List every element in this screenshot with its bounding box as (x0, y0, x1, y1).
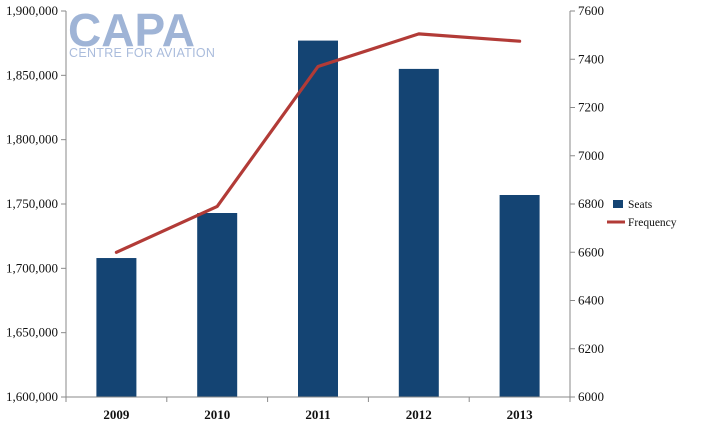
seats-bar-2013 (499, 194, 540, 397)
seats-bar-2009 (96, 258, 137, 397)
left-tick-label: 1,600,000 (6, 389, 58, 404)
left-tick-label: 1,850,000 (6, 67, 58, 82)
x-tick-label-2012: 2012 (406, 407, 432, 422)
seats-bar-2012 (398, 68, 439, 398)
right-tick-label: 6800 (578, 196, 604, 211)
right-tick-label: 7200 (578, 100, 604, 115)
legend-label-frequency: Frequency (628, 217, 677, 229)
x-tick-label-2011: 2011 (305, 407, 330, 422)
right-tick-label: 6000 (578, 389, 604, 404)
seats-bars (96, 40, 540, 398)
seats-bar-2010 (197, 213, 238, 397)
x-tick-label-2009: 2009 (103, 407, 130, 422)
right-tick-label: 7600 (578, 3, 604, 18)
right-tick-label: 6600 (578, 244, 604, 259)
right-tick-label: 7000 (578, 148, 604, 163)
left-tick-label: 1,650,000 (6, 325, 58, 340)
right-tick-label: 6200 (578, 341, 604, 356)
right-tick-label: 6400 (578, 293, 604, 308)
right-tick-label: 7400 (578, 51, 604, 66)
x-tick-label-2013: 2013 (507, 407, 534, 422)
logo-name: CAPA (68, 4, 195, 56)
left-tick-label: 1,700,000 (6, 260, 58, 275)
logo-tagline: CENTRE FOR AVIATION (69, 46, 215, 60)
frequency-line-layer (114, 32, 522, 254)
legend-swatch-seats (613, 200, 623, 208)
axes: 1,600,000 1,650,000 1,700,000 1,750,000 1,80… (6, 3, 604, 422)
left-tick-label: 1,750,000 (6, 196, 58, 211)
legend: Seats Frequency (607, 199, 677, 229)
capa-logo: CAPA CENTRE FOR AVIATION (68, 4, 215, 60)
left-tick-label: 1,800,000 (6, 132, 58, 147)
x-tick-label-2010: 2010 (204, 407, 230, 422)
legend-label-seats: Seats (628, 199, 653, 211)
seats-bar-2011 (298, 40, 338, 398)
left-tick-label: 1,900,000 (6, 3, 58, 18)
